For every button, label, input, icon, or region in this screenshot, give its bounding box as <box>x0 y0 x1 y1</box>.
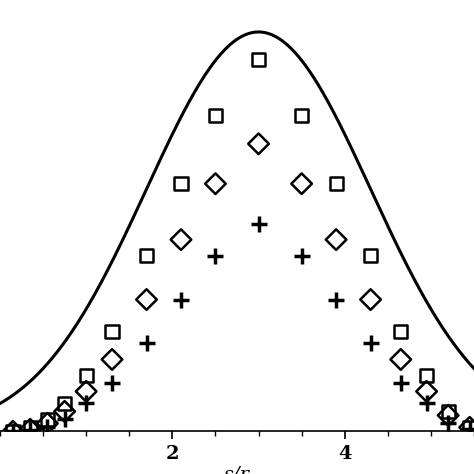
Point <box>444 419 452 427</box>
Point <box>255 56 262 64</box>
Point <box>27 426 34 433</box>
Point <box>444 408 452 415</box>
Point <box>177 180 185 188</box>
Point <box>44 416 51 423</box>
Point <box>298 252 305 259</box>
Point <box>82 372 90 379</box>
Point <box>423 400 430 407</box>
Point <box>143 340 150 347</box>
Point <box>397 380 404 387</box>
Point <box>298 180 305 188</box>
Point <box>9 428 17 435</box>
Point <box>61 408 68 415</box>
Point <box>332 236 340 244</box>
Point <box>397 328 404 335</box>
Point <box>9 428 17 435</box>
Point <box>332 180 340 188</box>
Point <box>212 252 219 259</box>
Point <box>108 380 116 387</box>
X-axis label: s/r: s/r <box>224 465 250 474</box>
Point <box>27 426 34 434</box>
Point <box>143 296 150 303</box>
Point <box>44 424 51 431</box>
Point <box>466 426 474 433</box>
Point <box>143 252 150 259</box>
Point <box>212 112 219 119</box>
Point <box>82 400 90 407</box>
Point <box>108 356 116 363</box>
Point <box>9 428 17 435</box>
Point <box>466 424 474 431</box>
Point <box>82 388 90 395</box>
Point <box>423 372 430 379</box>
Point <box>61 400 68 407</box>
Point <box>367 340 374 347</box>
Point <box>108 328 116 335</box>
Point <box>444 411 452 419</box>
Point <box>367 296 374 303</box>
Point <box>61 416 68 423</box>
Point <box>397 356 404 363</box>
Point <box>255 220 262 228</box>
Point <box>177 236 185 244</box>
Point <box>27 424 34 431</box>
Point <box>255 140 262 147</box>
Point <box>423 388 430 395</box>
Point <box>298 112 305 119</box>
Point <box>177 296 185 303</box>
Point <box>44 419 51 427</box>
Point <box>466 424 474 431</box>
Point <box>332 296 340 303</box>
Point <box>367 252 374 259</box>
Point <box>212 180 219 188</box>
